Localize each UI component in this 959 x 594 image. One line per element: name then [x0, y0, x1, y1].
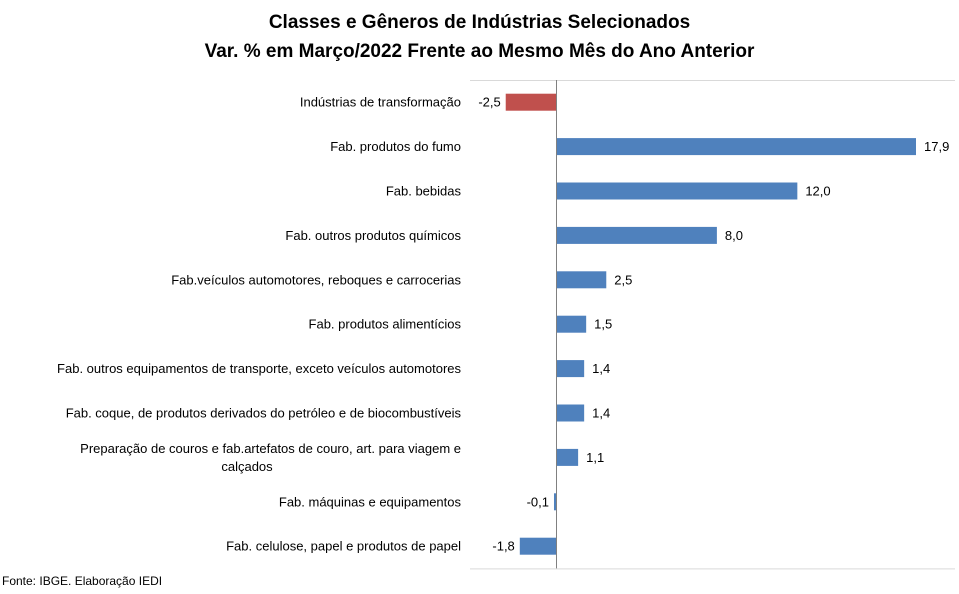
bar-value-label: 1,1 — [586, 450, 604, 465]
category-label: calçados — [221, 459, 273, 474]
bar — [556, 360, 585, 378]
bar — [556, 404, 585, 422]
bar-value-label: 1,4 — [592, 361, 610, 376]
bar — [556, 182, 798, 200]
category-label: Fab. outros produtos químicos — [285, 228, 461, 243]
category-label: Fab. outros equipamentos de transporte, … — [57, 361, 461, 376]
bar — [556, 448, 579, 466]
bar-value-label: -1,8 — [492, 539, 514, 554]
category-label: Fab. máquinas e equipamentos — [279, 494, 462, 509]
bar-value-label: 2,5 — [614, 272, 632, 287]
category-label: Fab. coque, de produtos derivados do pet… — [66, 406, 462, 421]
bar-value-label: 1,4 — [592, 406, 610, 421]
bar — [556, 138, 916, 156]
bar — [556, 315, 587, 333]
bar-value-label: 1,5 — [594, 317, 612, 332]
bar — [519, 537, 556, 555]
category-label: Preparação de couros e fab.artefatos de … — [80, 441, 461, 456]
source-note: Fonte: IBGE. Elaboração IEDI — [2, 574, 163, 588]
bar-value-label: 8,0 — [725, 228, 743, 243]
chart-title: Classes e Gêneros de Indústrias Selecion… — [268, 12, 691, 33]
bars-group: -2,5 Indústrias de transformação 17,9 Fab. … — [57, 93, 949, 555]
bar — [505, 93, 556, 111]
category-label: Fab. produtos do fumo — [330, 139, 461, 154]
bar-value-label: 17,9 — [924, 139, 949, 154]
bar-value-label: -0,1 — [527, 494, 549, 509]
bar — [556, 226, 717, 244]
chart-subtitle: Var. % em Março/2022 Frente ao Mesmo Mês… — [204, 41, 755, 62]
category-label: Fab.veículos automotores, reboques e car… — [171, 272, 461, 287]
bar-value-label: -2,5 — [478, 95, 500, 110]
category-label: Fab. produtos alimentícios — [309, 317, 462, 332]
bar — [553, 493, 556, 511]
bar-value-label: 12,0 — [805, 184, 830, 199]
category-label: Indústrias de transformação — [300, 95, 461, 110]
category-label: Fab. bebidas — [386, 184, 462, 199]
category-label: Fab. celulose, papel e produtos de papel — [226, 539, 461, 554]
bar — [556, 271, 607, 289]
